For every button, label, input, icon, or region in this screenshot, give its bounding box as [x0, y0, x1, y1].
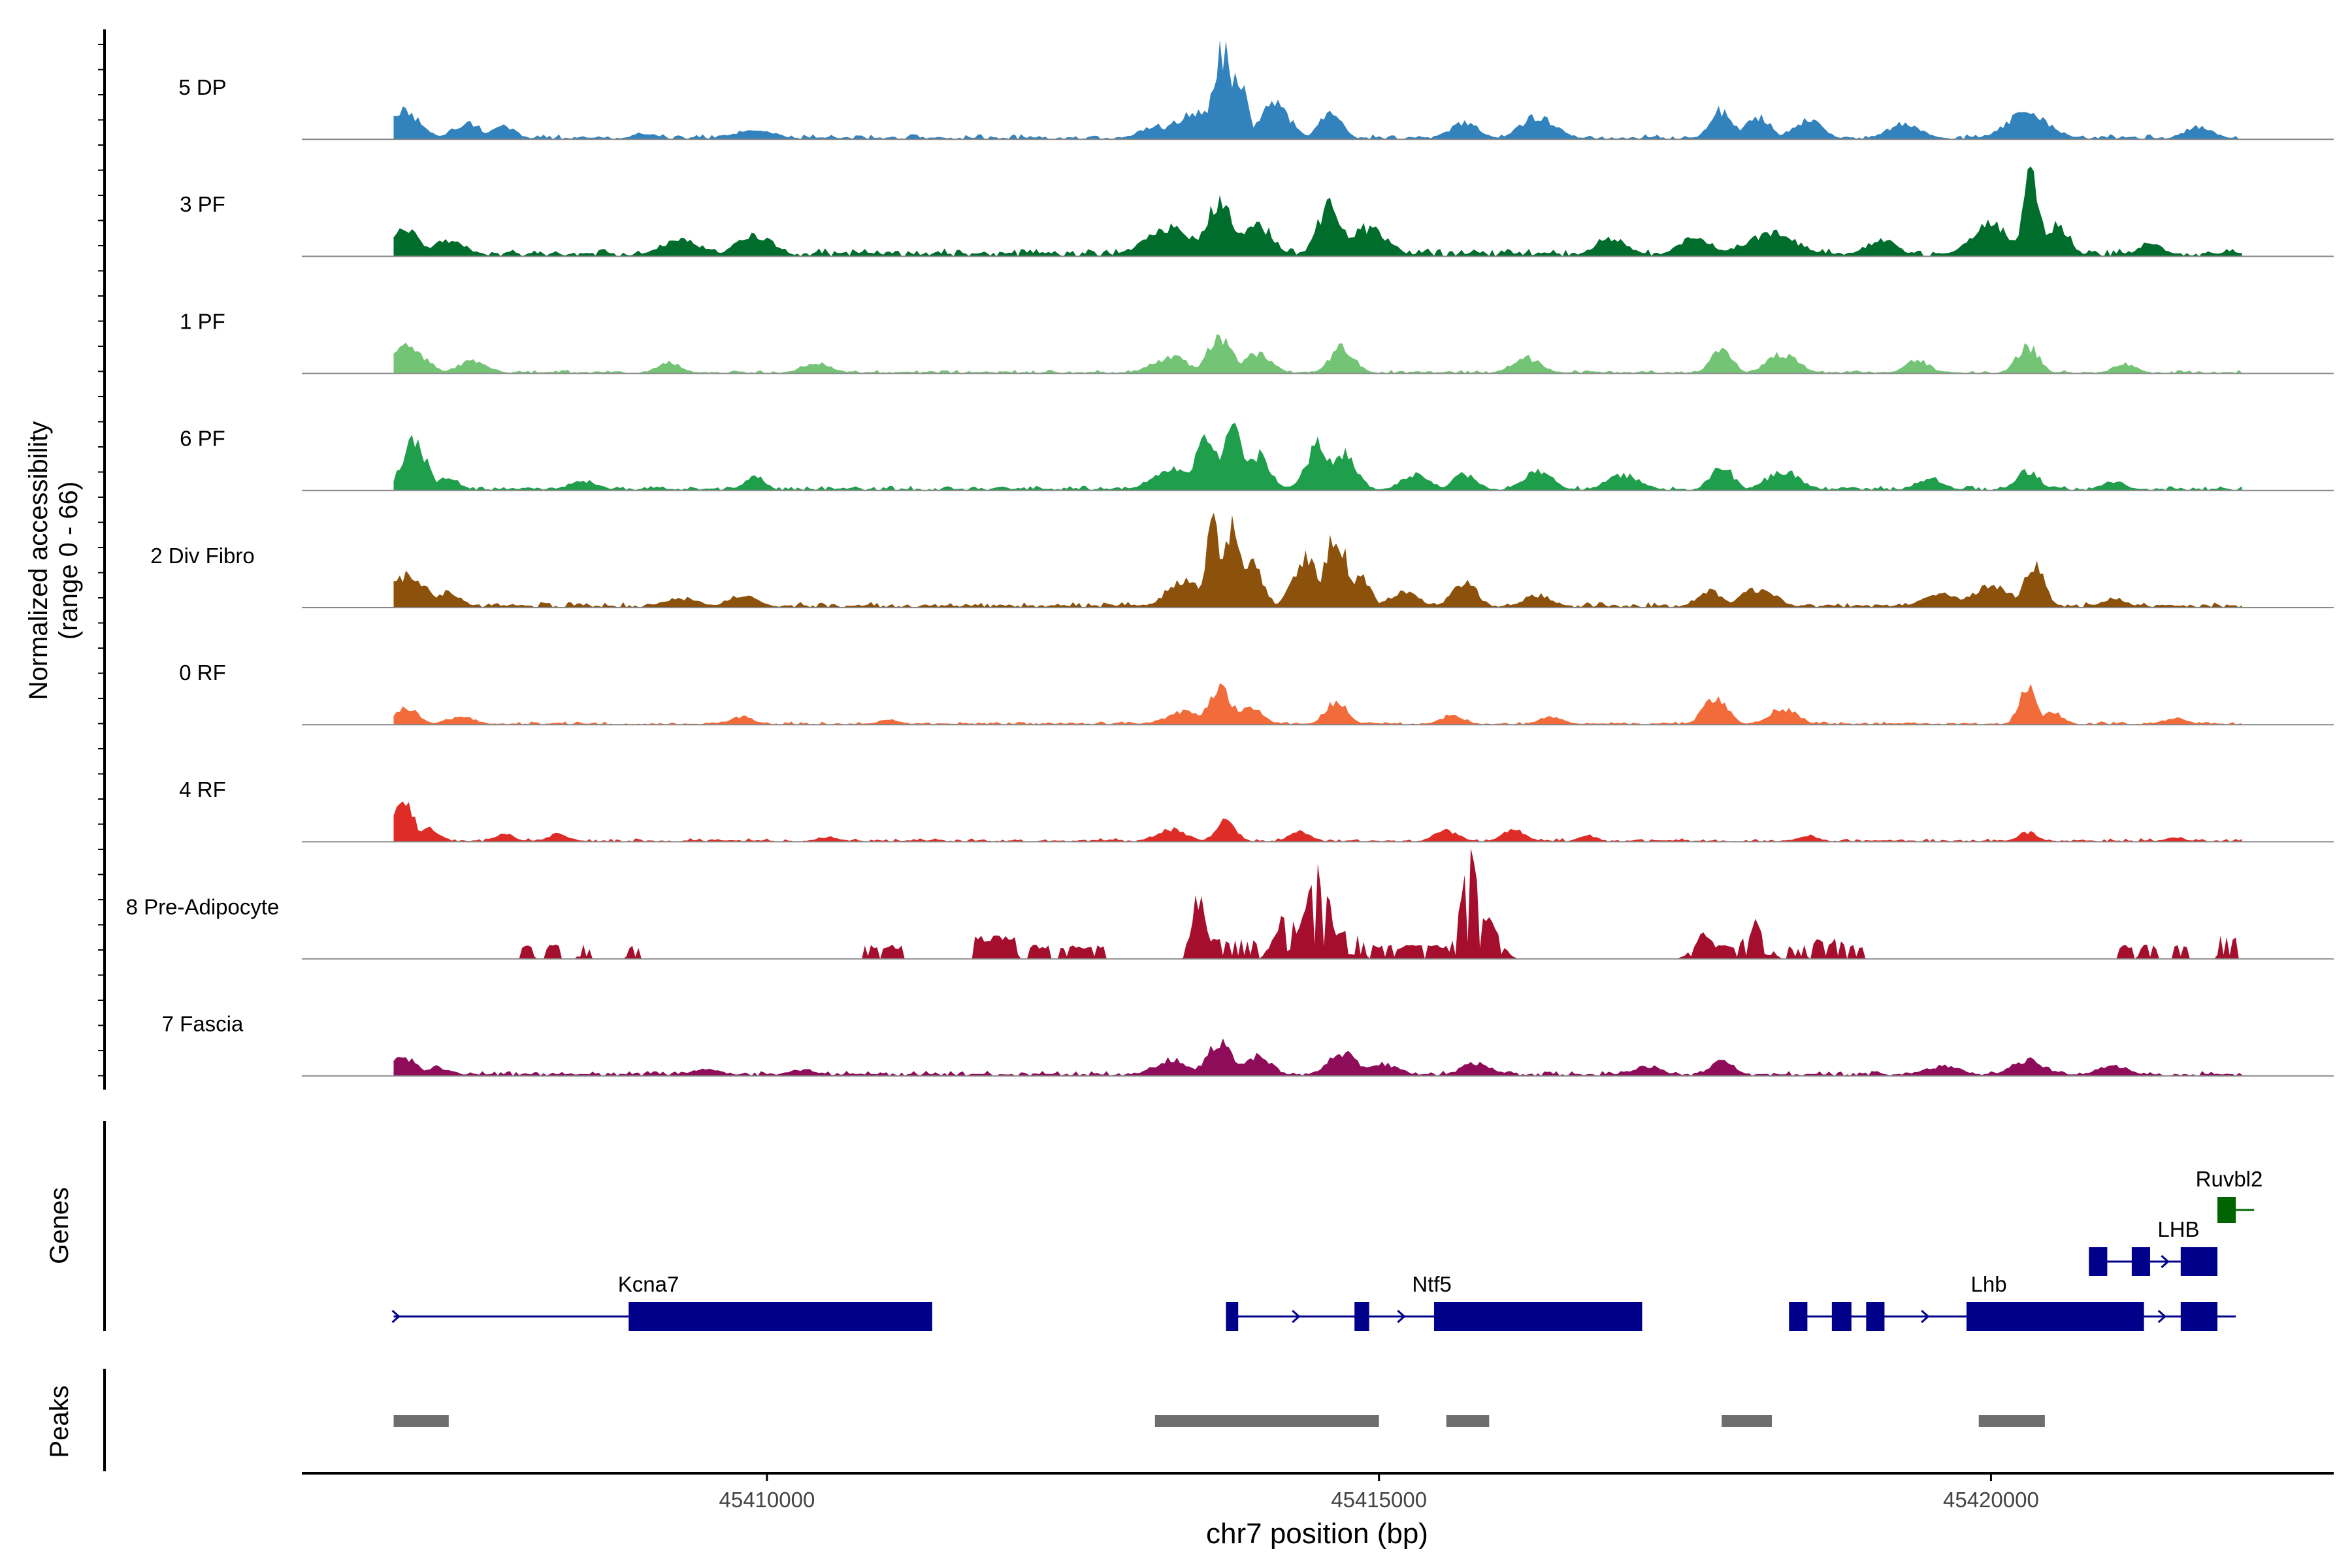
track-4-rf: 4 RF — [179, 777, 2334, 843]
peaks-panel — [393, 1415, 2045, 1427]
coverage-area — [393, 334, 2242, 374]
peak-region — [1722, 1415, 1772, 1427]
strand-arrow — [1397, 1309, 1406, 1324]
x-tick-label: 45410000 — [719, 1488, 815, 1512]
gene-label: Kcna7 — [618, 1272, 679, 1296]
gene-lhb: LHB — [2089, 1217, 2218, 1276]
peaks-axis-label: Peaks — [45, 1385, 74, 1458]
gene-exon — [1789, 1302, 1808, 1331]
gene-label: Ruvbl2 — [2196, 1167, 2263, 1191]
gene-exon — [1831, 1302, 1852, 1331]
gene-exon — [1966, 1302, 2144, 1331]
peak-region — [1154, 1415, 1379, 1427]
gene-label: Lhb — [1971, 1272, 2007, 1296]
strand-arrow — [1292, 1309, 1301, 1324]
track-3-pf: 3 PF — [180, 166, 2334, 257]
track-label: 7 Fascia — [162, 1012, 244, 1036]
track-label: 2 Div Fibro — [150, 544, 255, 568]
strand-arrow — [2157, 1309, 2166, 1324]
coverage-area — [393, 1038, 2242, 1076]
coverage-area — [393, 512, 2242, 608]
track-label: 4 RF — [179, 777, 226, 802]
coverage-area — [393, 166, 2242, 257]
strand-arrow — [2161, 1254, 2170, 1269]
track-6-pf: 6 PF — [180, 423, 2334, 491]
track-label: 3 PF — [180, 192, 225, 216]
peak-region — [393, 1415, 449, 1427]
x-axis-label: chr7 position (bp) — [1206, 1518, 1428, 1550]
track-8-pre-adipocyte: 8 Pre-Adipocyte — [126, 848, 2334, 960]
gene-exon — [1866, 1302, 1885, 1331]
peak-region — [1446, 1415, 1490, 1427]
gene-label: LHB — [2157, 1217, 2199, 1241]
gene-ntf5: Ntf5 — [1226, 1272, 1642, 1331]
coverage-area — [393, 423, 2242, 491]
x-axis: 45410000 45415000 45420000 — [302, 1472, 2334, 1512]
coverage-tracks: 5 DP 3 PF 1 PF 6 PF 2 Div Fibro 0 RF 4 RF 8 Pre… — [126, 39, 2334, 1077]
track-2-div-fibro: 2 Div Fibro — [150, 512, 2334, 608]
gene-exon — [2217, 1197, 2236, 1223]
y-axis-label: Normalized accessibility — [24, 421, 53, 700]
x-tick-label: 45420000 — [1943, 1488, 2039, 1512]
gene-exon — [1226, 1302, 1239, 1331]
gene-kcna7: Kcna7 — [391, 1272, 932, 1331]
x-tick-label: 45415000 — [1331, 1488, 1427, 1512]
gene-exon — [2180, 1302, 2218, 1331]
coverage-area — [393, 683, 2242, 725]
peak-region — [1978, 1415, 2045, 1427]
left-axis — [98, 29, 106, 1471]
gene-exon — [2089, 1247, 2108, 1276]
gene-exon — [629, 1302, 932, 1331]
gene-label: Ntf5 — [1412, 1272, 1452, 1296]
gene-exon — [2131, 1247, 2150, 1276]
coverage-area — [393, 39, 2242, 140]
gene-exon — [2180, 1247, 2218, 1276]
coverage-area — [393, 848, 2242, 959]
strand-arrow — [1921, 1309, 1930, 1324]
track-7-fascia: 7 Fascia — [162, 1012, 2334, 1077]
gene-lhb: Lhb — [1789, 1272, 2236, 1331]
track-5-dp: 5 DP — [178, 39, 2334, 140]
y-axis-label-range: (range 0 - 66) — [54, 482, 83, 640]
track-0-rf: 0 RF — [179, 661, 2334, 726]
track-label: 8 Pre-Adipocyte — [126, 894, 280, 919]
genes-axis-label: Genes — [45, 1187, 74, 1264]
gene-ruvbl2: Ruvbl2 — [2196, 1167, 2263, 1223]
strand-arrow — [391, 1309, 400, 1324]
track-label: 1 PF — [180, 309, 225, 333]
genes-panel: Kcna7 Ntf5 Lhb LHB Ruvbl2 — [391, 1167, 2263, 1331]
gene-exon — [1354, 1302, 1369, 1331]
track-label: 6 PF — [180, 427, 225, 451]
track-label: 0 RF — [179, 661, 226, 685]
track-label: 5 DP — [178, 75, 226, 99]
gene-exon — [1433, 1302, 1642, 1331]
coverage-area — [393, 801, 2242, 842]
track-1-pf: 1 PF — [180, 309, 2334, 374]
